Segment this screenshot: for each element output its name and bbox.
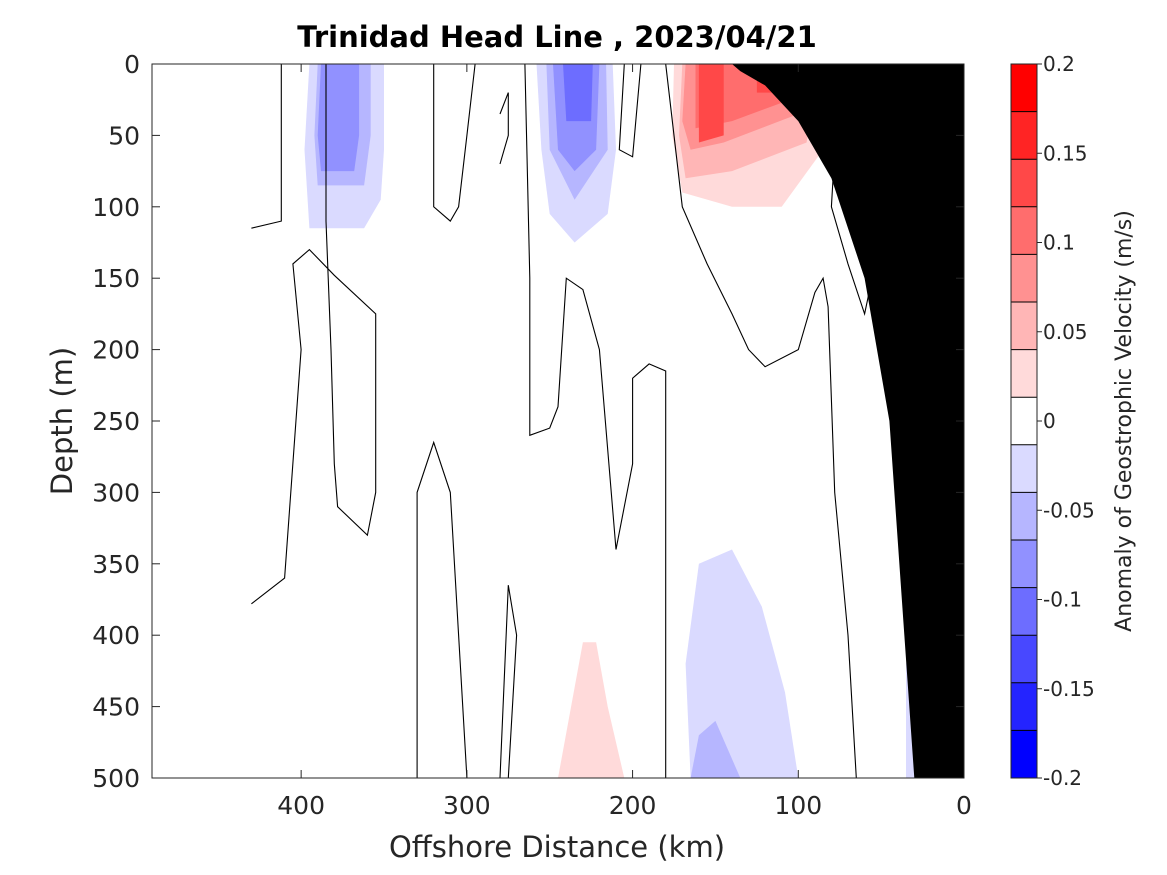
colorbar-tick-label: 0 <box>1043 409 1056 433</box>
y-tick-label: 300 <box>92 478 140 507</box>
velocity-region-29 <box>251 742 285 778</box>
y-tick-label: 150 <box>92 264 140 293</box>
y-tick-label: 400 <box>92 621 140 650</box>
y-tick-label: 450 <box>92 693 140 722</box>
x-tick-label: 300 <box>443 791 491 820</box>
zero-contour-2 <box>416 440 468 778</box>
velocity-region-3 <box>317 64 360 172</box>
velocity-region-27 <box>251 263 262 386</box>
colorbar-swatch <box>1011 444 1037 493</box>
zero-contour-8 <box>665 64 857 778</box>
colorbar-tick-label: -0.05 <box>1043 498 1095 522</box>
chart-title: Trinidad Head Line , 2023/04/21 <box>297 20 817 54</box>
zero-contour-0 <box>251 64 282 229</box>
x-tick-label: 0 <box>956 791 972 820</box>
velocity-region-30 <box>533 463 641 778</box>
y-tick-label: 100 <box>92 193 140 222</box>
colorbar-swatch <box>1011 635 1037 684</box>
velocity-fill-layer <box>251 64 945 778</box>
velocity-region-4 <box>392 135 404 207</box>
colorbar-swatch <box>1011 159 1037 208</box>
colorbar-swatch <box>1011 397 1037 446</box>
colorbar-tick-label: -0.2 <box>1043 766 1082 790</box>
y-tick-label: 350 <box>92 550 140 579</box>
colorbar-label: Anomaly of Geostrophic Velocity (m/s) <box>1112 210 1137 632</box>
velocity-region-16 <box>698 64 724 143</box>
velocity-region-5 <box>433 64 509 164</box>
colorbar-tick-label: 0.05 <box>1043 320 1088 344</box>
velocity-region-35 <box>856 442 882 778</box>
colorbar-tick-label: 0.2 <box>1043 52 1075 76</box>
colorbar-swatch <box>1011 302 1037 351</box>
x-tick-label: 100 <box>774 791 822 820</box>
seafloor-layer <box>732 64 964 778</box>
y-tick-label: 250 <box>92 407 140 436</box>
colorbar-swatch <box>1011 492 1037 541</box>
colorbar-swatch <box>1011 349 1037 398</box>
y-tick-label: 50 <box>108 121 140 150</box>
x-axis-ticks: 400 300 200 100 0 <box>277 64 972 820</box>
y-tick-label: 200 <box>92 336 140 365</box>
y-tick-label: 0 <box>124 50 140 79</box>
x-axis-label: Offshore Distance (km) <box>389 830 725 864</box>
y-axis-label: Depth (m) <box>45 347 79 495</box>
y-tick-label: 500 <box>92 764 140 793</box>
colorbar-swatch <box>1011 587 1037 636</box>
colorbar: 0.2 0.15 0.1 0.05 0 -0.05 -0.1 -0.15 -0.2 <box>1010 52 1095 790</box>
zero-contour-7 <box>618 64 642 158</box>
velocity-region-10 <box>563 64 593 122</box>
zero-contour-4 <box>433 64 476 222</box>
velocity-region-33 <box>685 549 799 778</box>
x-tick-label: 200 <box>609 791 657 820</box>
colorbar-tick-label: 0.15 <box>1043 141 1088 165</box>
colorbar-swatch <box>1011 540 1037 589</box>
x-tick-label: 400 <box>277 791 325 820</box>
colorbar-tick-label: -0.15 <box>1043 677 1095 701</box>
colorbar-swatch <box>1011 730 1037 779</box>
zero-contour-6 <box>524 64 667 778</box>
colorbar-swatch <box>1011 682 1037 731</box>
colorbar-tick-label: 0.1 <box>1043 231 1075 255</box>
colorbar-tick-label: -0.1 <box>1043 588 1082 612</box>
zero-contour-1 <box>251 64 377 605</box>
y-axis-ticks: 0 50 100 150 200 250 300 350 400 450 500 <box>92 50 964 793</box>
colorbar-swatch <box>1011 254 1037 303</box>
colorbar-swatch <box>1011 111 1037 160</box>
seafloor-topography <box>732 64 964 778</box>
velocity-region-26 <box>251 106 262 193</box>
zero-contour-5 <box>499 92 509 165</box>
zero-contour-3 <box>499 585 518 778</box>
colorbar-swatch <box>1011 64 1037 113</box>
colorbar-swatch <box>1011 206 1037 255</box>
velocity-region-28 <box>309 292 401 778</box>
velocity-region-31 <box>558 642 625 778</box>
velocity-region-34 <box>690 720 741 778</box>
